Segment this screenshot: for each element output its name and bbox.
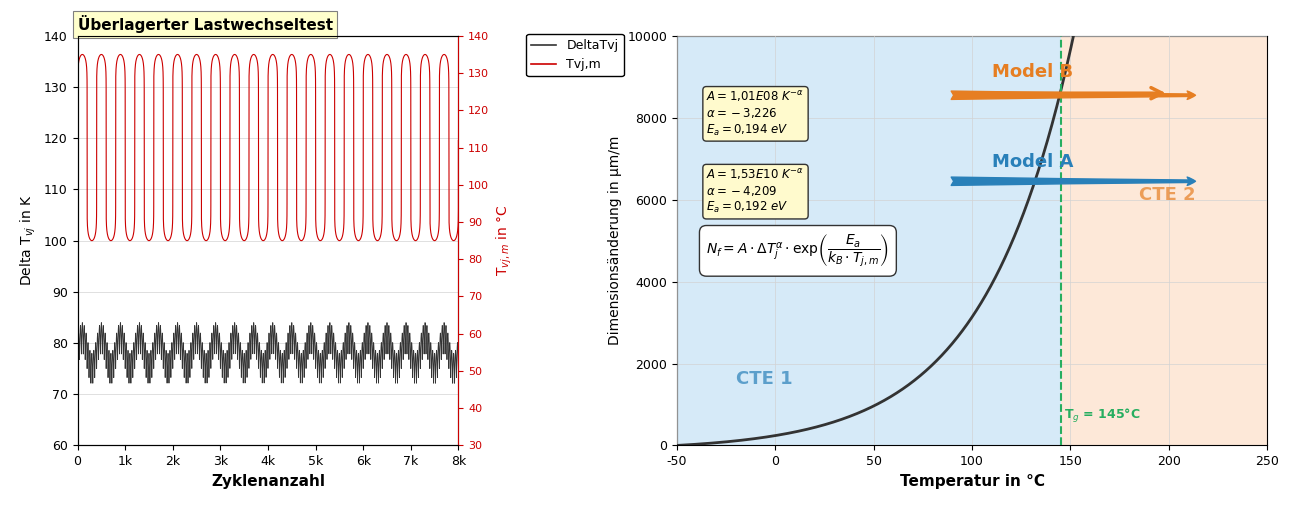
Y-axis label: Dimensionsänderung in μm/m: Dimensionsänderung in μm/m — [608, 136, 622, 345]
Bar — [1060, 36, 1267, 445]
X-axis label: Temperatur in °C: Temperatur in °C — [900, 474, 1045, 489]
Text: CTE 1: CTE 1 — [736, 370, 793, 388]
Text: Überlagerter Lastwechseltest: Überlagerter Lastwechseltest — [78, 15, 332, 33]
Bar — [676, 36, 1060, 445]
Text: Model B: Model B — [992, 63, 1073, 81]
Legend: DeltaTvj, Tvj,m: DeltaTvj, Tvj,m — [526, 34, 623, 76]
Text: T$_g$ = 145°C: T$_g$ = 145°C — [1064, 407, 1140, 425]
Text: Model A: Model A — [992, 153, 1073, 171]
Text: $A = 1{,}53E10\ K^{-\alpha}$
$\alpha = -4{,}209$
$E_a = 0{,}192\ eV$: $A = 1{,}53E10\ K^{-\alpha}$ $\alpha = -… — [706, 167, 804, 216]
X-axis label: Zyklenanzahl: Zyklenanzahl — [211, 474, 325, 489]
Text: CTE 2: CTE 2 — [1139, 186, 1196, 204]
Text: $A = 1{,}01E08\ K^{-\alpha}$
$\alpha = -3{,}226$
$E_a = 0{,}194\ eV$: $A = 1{,}01E08\ K^{-\alpha}$ $\alpha = -… — [706, 89, 804, 138]
Text: $N_f = A \cdot \Delta T_j^{\alpha} \cdot \exp\!\left(\dfrac{E_a}{k_B \cdot T_{j,: $N_f = A \cdot \Delta T_j^{\alpha} \cdot… — [706, 232, 890, 269]
Y-axis label: T$_{vj,m}$ in °C: T$_{vj,m}$ in °C — [495, 205, 515, 276]
Y-axis label: Delta T$_{vj}$ in K: Delta T$_{vj}$ in K — [19, 195, 39, 287]
